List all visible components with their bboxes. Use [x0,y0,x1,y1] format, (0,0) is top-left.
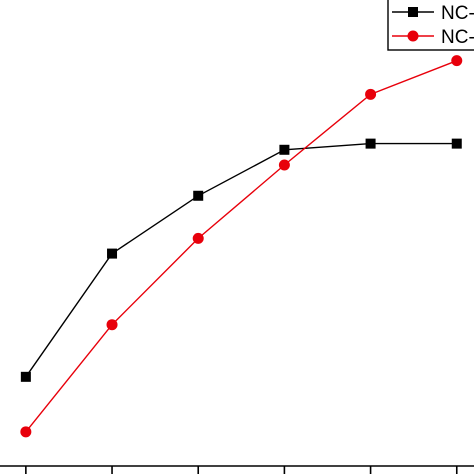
series-2-point-4 [278,159,290,171]
legend-label-2: NC- [441,27,474,48]
series-1-line [25,142,457,378]
x-axis-ticks [25,466,458,474]
series-2-point-5 [365,88,377,100]
legend-box [387,0,474,51]
series-1 [20,138,462,382]
series-2-point-3 [192,232,204,244]
legend-entry-1: NC- [392,3,474,24]
series-2-line [25,60,458,433]
plot-series [20,55,463,438]
series-2-point-2 [106,319,118,331]
legend-marker-square [408,7,418,17]
series-1-point-5 [365,138,376,149]
series-1-point-1 [20,371,31,382]
series-1-point-6 [451,138,462,149]
series-2-point-6 [451,55,463,67]
legend: NC- NC- [387,0,474,51]
series-1-point-4 [279,144,290,155]
series-1-point-2 [107,248,118,259]
legend-label-1: NC- [441,3,474,24]
legend-marker-circle [407,30,419,42]
x-axis [0,465,474,474]
series-2-point-1 [20,426,32,438]
legend-entry-2: NC- [392,27,474,48]
series-2 [20,55,463,438]
series-1-point-3 [193,190,204,201]
